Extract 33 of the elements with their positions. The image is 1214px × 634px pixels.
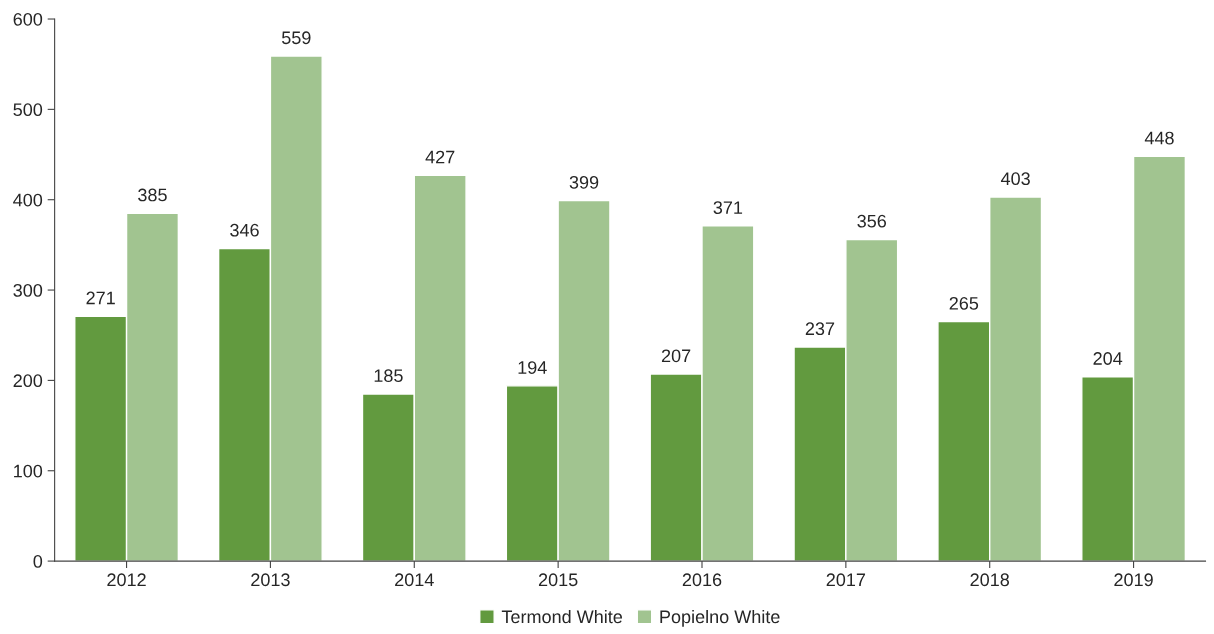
data-label: 185 — [374, 369, 403, 383]
x-tick-label: 2014 — [395, 573, 434, 587]
data-label: 207 — [661, 349, 691, 363]
data-label: 356 — [857, 214, 887, 228]
y-tick-label: 100 — [14, 464, 43, 478]
data-label: 399 — [569, 175, 599, 189]
x-tick-label: 2012 — [107, 573, 146, 587]
data-label: 265 — [949, 296, 979, 310]
data-label: 194 — [518, 361, 547, 374]
x-tick-label: 2013 — [251, 573, 290, 587]
legend-label: Popielno White — [660, 609, 780, 627]
data-label: 403 — [1000, 172, 1030, 186]
legend-label: Termond White — [501, 609, 623, 624]
data-label: 204 — [1093, 352, 1123, 365]
x-tick-label: 2015 — [538, 573, 578, 587]
x-tick-label: 2016 — [682, 573, 722, 587]
data-label: 427 — [425, 150, 455, 164]
y-tick-label: 200 — [13, 374, 43, 388]
data-label: 271 — [86, 291, 115, 305]
x-tick-label: 2017 — [826, 573, 866, 587]
data-label: 237 — [805, 322, 835, 336]
data-label: 346 — [230, 223, 259, 237]
y-tick-label: 500 — [13, 103, 43, 117]
x-tick-label: 2019 — [1114, 573, 1153, 587]
data-label: 559 — [281, 31, 311, 45]
data-label: 448 — [1144, 131, 1174, 145]
y-tick-label: 600 — [13, 12, 43, 26]
y-tick-label: 400 — [13, 193, 43, 207]
y-tick-label: 0 — [33, 555, 43, 568]
x-tick-label: 2018 — [970, 573, 1010, 587]
y-tick-label: 300 — [13, 283, 43, 297]
data-label: 371 — [713, 201, 743, 215]
data-label: 385 — [138, 188, 167, 202]
